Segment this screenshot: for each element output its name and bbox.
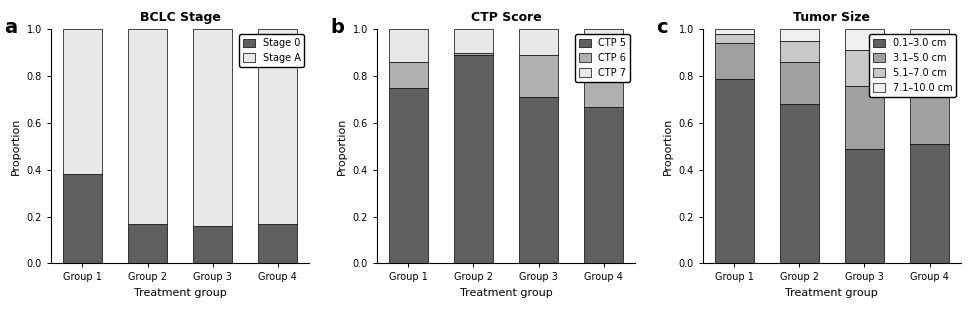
Bar [193, 29, 232, 226]
Bar [780, 41, 818, 62]
Title: Tumor Size: Tumor Size [793, 11, 870, 24]
Bar [454, 29, 493, 53]
Bar [259, 29, 297, 223]
Y-axis label: Proportion: Proportion [337, 118, 347, 175]
Bar [519, 55, 558, 97]
Bar [780, 29, 818, 41]
Bar [584, 107, 623, 263]
Bar [845, 29, 884, 50]
Legend: 0.1–3.0 cm, 3.1–5.0 cm, 5.1–7.0 cm, 7.1–10.0 cm: 0.1–3.0 cm, 3.1–5.0 cm, 5.1–7.0 cm, 7.1–… [869, 34, 956, 97]
Bar [193, 226, 232, 263]
Text: c: c [656, 18, 668, 37]
Bar [910, 76, 949, 144]
Legend: CTP 5, CTP 6, CTP 7: CTP 5, CTP 6, CTP 7 [575, 34, 630, 82]
Legend: Stage 0, Stage A: Stage 0, Stage A [239, 34, 304, 67]
Bar [910, 29, 949, 48]
Bar [519, 29, 558, 55]
Y-axis label: Proportion: Proportion [663, 118, 673, 175]
Bar [584, 55, 623, 107]
Bar [780, 62, 818, 104]
X-axis label: Treatment group: Treatment group [134, 288, 226, 298]
Title: CTP Score: CTP Score [470, 11, 541, 24]
Bar [845, 50, 884, 86]
Bar [259, 223, 297, 263]
Bar [584, 29, 623, 55]
Bar [389, 62, 428, 88]
Bar [389, 88, 428, 263]
Bar [714, 44, 753, 78]
Bar [454, 55, 493, 263]
Text: b: b [330, 18, 344, 37]
Title: BCLC Stage: BCLC Stage [140, 11, 221, 24]
X-axis label: Treatment group: Treatment group [460, 288, 552, 298]
Bar [714, 34, 753, 44]
Bar [845, 86, 884, 149]
Bar [780, 104, 818, 263]
Y-axis label: Proportion: Proportion [11, 118, 21, 175]
Text: a: a [5, 18, 17, 37]
X-axis label: Treatment group: Treatment group [785, 288, 879, 298]
Bar [128, 29, 167, 223]
Bar [910, 48, 949, 76]
Bar [910, 144, 949, 263]
Bar [714, 78, 753, 263]
Bar [128, 223, 167, 263]
Bar [454, 53, 493, 55]
Bar [845, 149, 884, 263]
Bar [63, 175, 102, 263]
Bar [714, 29, 753, 34]
Bar [389, 29, 428, 62]
Bar [519, 97, 558, 263]
Bar [63, 29, 102, 175]
